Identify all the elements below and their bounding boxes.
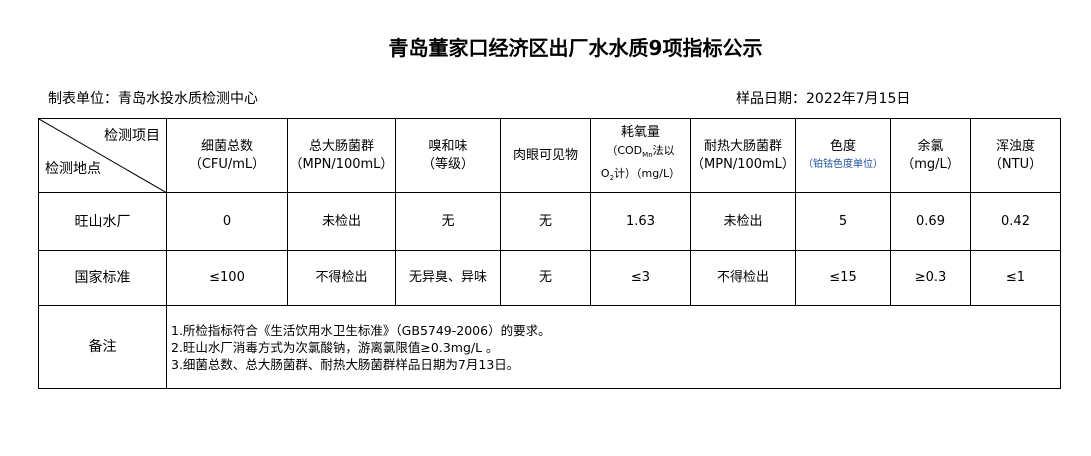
table-row: 旺山水厂 0 未检出无无 1.63 未检出 5 0.69 0.42: [38, 192, 1061, 251]
location-axis-label: 检测地点: [45, 161, 101, 177]
header-chlorine: 余氯 （mg/L）: [890, 118, 971, 193]
water-quality-table: 检测项目 检测地点 细菌总数 （CFU/mL） 总大肠菌群 （MPN/100mL） …: [38, 118, 1061, 389]
header-color: 色度 （铂钴色度单位）: [795, 118, 891, 193]
header-turbidity: 浑浊度 （NTU）: [970, 118, 1061, 193]
header-row: 检测项目 检测地点 细菌总数 （CFU/mL） 总大肠菌群 （MPN/100mL） …: [38, 118, 1061, 193]
item-axis-label: 检测项目: [104, 128, 160, 144]
cell-value: 0: [166, 192, 288, 251]
header-thermo-coliform: 耐热大肠菌群 （MPN/100mL）: [690, 118, 796, 193]
diagonal-divider: [39, 119, 167, 193]
issuing-unit: 制表单位：青岛水投水质检测中心: [48, 91, 258, 107]
notes-row: 备注 1.所检指标符合《生活饮用水卫生标准》（GB5749-2006）的要求。 2…: [38, 305, 1061, 389]
header-coliform: 总大肠菌群 （MPN/100mL）: [287, 118, 396, 193]
cell-value: 无: [395, 192, 501, 251]
cell-value: 0.69: [890, 192, 971, 251]
cell-value: 未检出: [690, 192, 796, 251]
header-cod: 耗氧量 （CODMn法以 O2计）（mg/L）: [590, 118, 691, 193]
notes-label: 备注: [38, 305, 167, 389]
cell-value: 不得检出: [690, 250, 796, 306]
corner-cell: 检测项目 检测地点: [38, 118, 167, 193]
cell-value: ≤3: [590, 250, 691, 306]
sample-date: 样品日期：2022年7月15日: [736, 91, 911, 107]
cell-value: 1.63: [590, 192, 691, 251]
header-visible: 肉眼可见物: [500, 118, 591, 193]
cell-value: 不得检出: [287, 250, 396, 306]
table-row: 国家标准 ≤100 不得检出 无异臭、异味无 ≤3 不得检出 ≤15 ≥0.3 ≤1: [38, 250, 1061, 306]
cell-value: 0.42: [970, 192, 1061, 251]
header-bacteria: 细菌总数 （CFU/mL）: [166, 118, 288, 193]
cell-value: 5: [795, 192, 891, 251]
cell-value: 无: [500, 250, 591, 306]
row-label: 旺山水厂: [38, 192, 167, 251]
notes-content: 1.所检指标符合《生活饮用水卫生标准》（GB5749-2006）的要求。 2.旺山…: [166, 305, 1061, 389]
page-title: 青岛董家口经济区出厂水水质9项指标公示: [388, 36, 763, 60]
cell-value: 未检出: [287, 192, 396, 251]
cell-value: ≥0.3: [890, 250, 971, 306]
row-label: 国家标准: [38, 250, 167, 306]
header-odor: 嗅和味 （等级）: [395, 118, 501, 193]
cell-value: ≤100: [166, 250, 288, 306]
cell-value: 无异臭、异味: [395, 250, 501, 306]
cell-value: ≤15: [795, 250, 891, 306]
cell-value: 无: [500, 192, 591, 251]
cell-value: ≤1: [970, 250, 1061, 306]
